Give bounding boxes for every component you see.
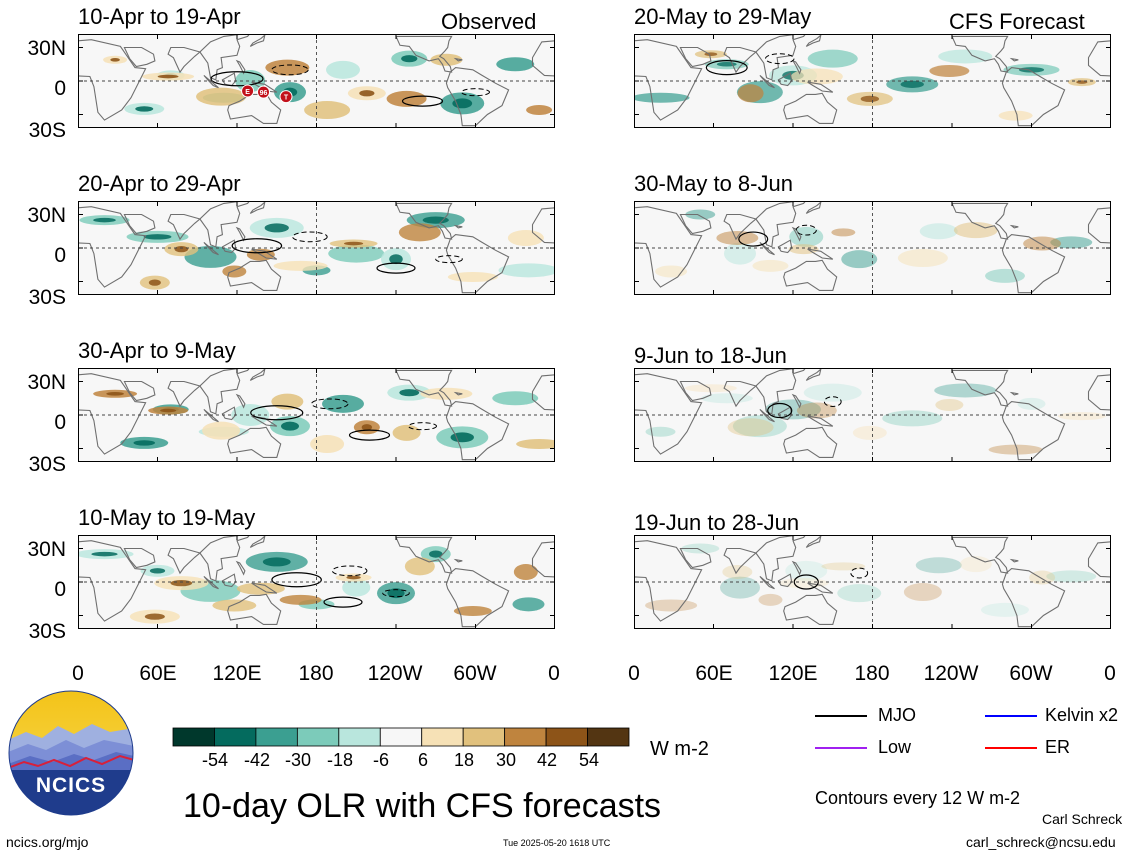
author-email[interactable]: carl_schreck@ncsu.edu xyxy=(966,834,1116,850)
xtick-left-120w: 120W xyxy=(367,662,423,685)
storm-marker-1: 96 xyxy=(257,85,270,99)
colorbar-swatch-7 xyxy=(462,727,506,747)
ytick-30n-1: 30N xyxy=(27,37,66,60)
legend-line-low xyxy=(815,747,867,749)
ytick-0-2: 0 xyxy=(54,244,66,267)
storm-marker-0: E xyxy=(241,84,255,98)
colorbar-swatch-10 xyxy=(587,727,630,747)
colorbar-label-1: -42 xyxy=(243,750,270,770)
ytick-0-4: 0 xyxy=(54,578,66,601)
ytick-0-3: 0 xyxy=(54,411,66,434)
panel-title-fc-1: 20-May to 29-May xyxy=(634,4,812,29)
colorbar-label-4: -6 xyxy=(372,750,389,770)
map-panel-observed-4 xyxy=(78,535,555,629)
colorbar-units: W m-2 xyxy=(650,738,709,760)
colorbar-label-0: -54 xyxy=(201,750,228,770)
map-svg xyxy=(634,34,1111,128)
colorbar-swatch-0 xyxy=(172,727,215,747)
map-panel-forecast-3 xyxy=(634,368,1111,462)
ncics-logo: NCICS xyxy=(8,690,134,816)
xtick-left-0-end: 0 xyxy=(548,662,560,685)
colorbar xyxy=(172,727,630,752)
colorbar-swatch-3 xyxy=(296,727,340,747)
panel-title-obs-3: 30-Apr to 9-May xyxy=(78,338,236,363)
ytick-30s-1: 30S xyxy=(28,119,66,142)
map-panel-forecast-4 xyxy=(634,535,1111,629)
svg-text:T: T xyxy=(284,95,289,102)
xtick-left-60e: 60E xyxy=(139,662,177,685)
map-svg: E 96 T xyxy=(78,34,555,128)
xtick-left-180: 180 xyxy=(298,662,334,685)
xtick-right-0: 0 xyxy=(628,662,640,685)
map-svg xyxy=(78,201,555,295)
colorbar-swatch-6 xyxy=(421,727,464,747)
legend-line-kelvin xyxy=(985,715,1037,717)
map-panel-forecast-1 xyxy=(634,34,1111,128)
xtick-right-120w: 120W xyxy=(923,662,979,685)
ncics-logo-text: NCICS xyxy=(35,774,107,797)
map-panel-observed-2 xyxy=(78,201,555,295)
xtick-right-180: 180 xyxy=(854,662,890,685)
panel-title-obs-4: 10-May to 19-May xyxy=(78,505,256,530)
ytick-30n-3: 30N xyxy=(27,371,66,394)
colorbar-label-8: 42 xyxy=(536,750,558,770)
ytick-30s-2: 30S xyxy=(28,286,66,309)
xtick-right-120e: 120E xyxy=(768,662,818,685)
map-panel-observed-3 xyxy=(78,368,555,462)
map-svg xyxy=(78,368,555,462)
ytick-30s-3: 30S xyxy=(28,453,66,476)
colorbar-label-3: -18 xyxy=(326,750,353,770)
author-name: Carl Schreck xyxy=(1042,811,1123,827)
panel-title-fc-4: 19-Jun to 28-Jun xyxy=(634,510,800,535)
xtick-right-0-end: 0 xyxy=(1104,662,1116,685)
legend: MJO Kelvin x2 Low ER xyxy=(815,704,1135,774)
xtick-right-60w: 60W xyxy=(1009,662,1053,685)
xtick-left-0: 0 xyxy=(72,662,84,685)
colorbar-label-9: 54 xyxy=(578,750,600,770)
legend-label-kelvin: Kelvin x2 xyxy=(1045,705,1119,725)
colorbar-swatch-9 xyxy=(545,727,588,747)
panel-title-fc-3: 9-Jun to 18-Jun xyxy=(634,343,787,368)
svg-text:96: 96 xyxy=(260,90,268,97)
timestamp: Tue 2025-05-20 1618 UTC xyxy=(503,838,611,848)
legend-label-mjo: MJO xyxy=(878,705,916,725)
main-title: 10-day OLR with CFS forecasts xyxy=(183,787,662,825)
xtick-right-60e: 60E xyxy=(695,662,733,685)
map-svg xyxy=(78,535,555,629)
legend-label-er: ER xyxy=(1045,737,1071,757)
site-url[interactable]: ncics.org/mjo xyxy=(6,834,89,850)
legend-label-low: Low xyxy=(878,737,912,757)
colorbar-label-7: 30 xyxy=(495,750,517,770)
colorbar-swatch-4 xyxy=(338,727,381,747)
ytick-0-1: 0 xyxy=(54,77,66,100)
legend-line-er xyxy=(985,747,1037,749)
colorbar-label-5: 6 xyxy=(417,750,428,770)
forecast-label: CFS Forecast xyxy=(949,9,1085,34)
xtick-left-120e: 120E xyxy=(212,662,262,685)
svg-text:E: E xyxy=(245,89,250,96)
map-svg xyxy=(634,201,1111,295)
colorbar-swatch-1 xyxy=(214,727,257,747)
panel-title-obs-1: 10-Apr to 19-Apr xyxy=(78,4,241,29)
ytick-30s-4: 30S xyxy=(28,620,66,643)
observed-label: Observed xyxy=(441,9,537,34)
colorbar-label-6: 18 xyxy=(453,750,475,770)
map-svg xyxy=(634,368,1111,462)
ytick-30n-4: 30N xyxy=(27,538,66,561)
panel-title-obs-2: 20-Apr to 29-Apr xyxy=(78,171,241,196)
colorbar-swatch-2 xyxy=(255,727,298,747)
map-panel-observed-1: E 96 T xyxy=(78,34,555,128)
colorbar-swatch-5 xyxy=(379,727,423,747)
xtick-left-60w: 60W xyxy=(453,662,497,685)
map-svg xyxy=(634,535,1111,629)
colorbar-label-2: -30 xyxy=(284,750,311,770)
contours-note: Contours every 12 W m-2 xyxy=(815,788,1021,808)
legend-line-mjo xyxy=(815,715,867,717)
ytick-30n-2: 30N xyxy=(27,204,66,227)
storm-marker-2: T xyxy=(279,90,293,104)
colorbar-swatch-8 xyxy=(504,727,547,747)
map-panel-forecast-2 xyxy=(634,201,1111,295)
panel-title-fc-2: 30-May to 8-Jun xyxy=(634,171,793,196)
